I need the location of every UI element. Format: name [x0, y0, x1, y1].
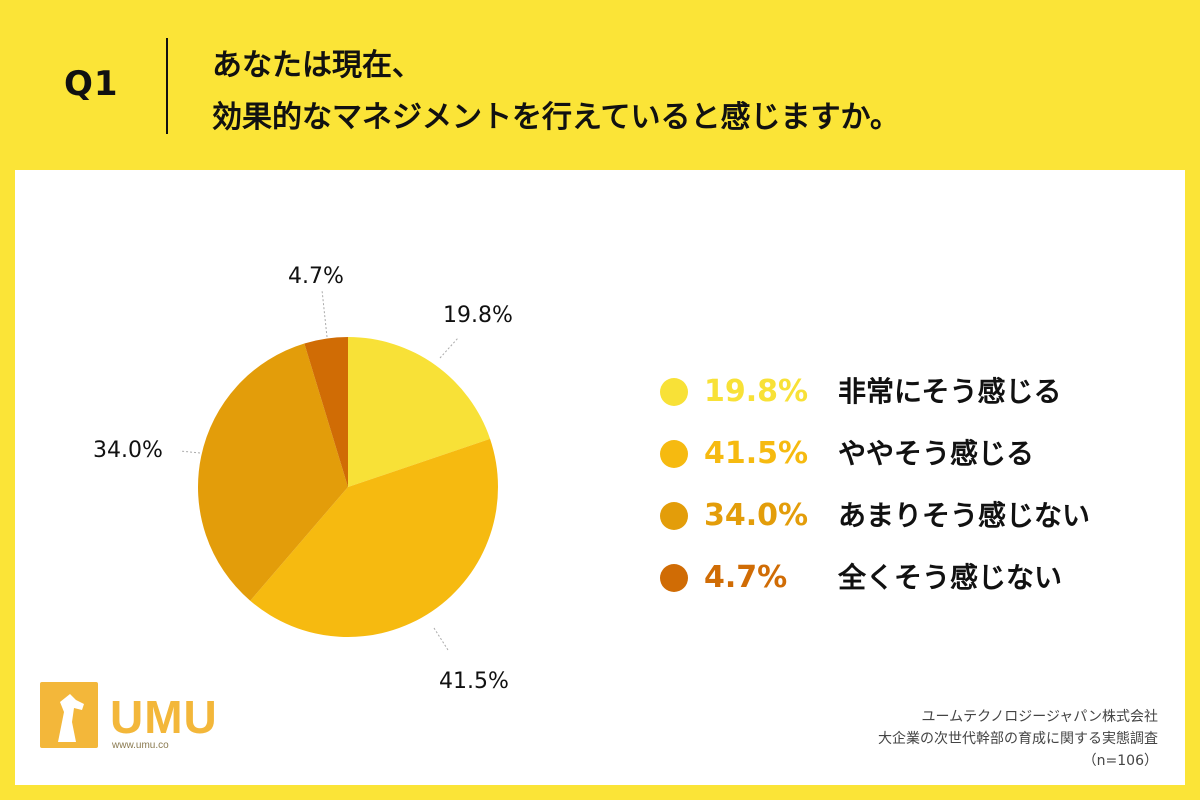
source-company: ユームテクノロジージャパン株式会社: [921, 709, 1158, 725]
legend-swatch-1: [660, 440, 688, 468]
logo-text: UMU: [110, 691, 218, 743]
source-note: ユームテクノロジージャパン株式会社 大企業の次世代幹部の育成に関する実態調査 （…: [878, 706, 1158, 772]
logo-badge: [40, 682, 98, 748]
pie-data-label-0: 19.8%: [443, 303, 513, 328]
legend-label-3: 全くそう感じない: [838, 561, 1063, 594]
leader-line-1: [433, 627, 449, 651]
legend-label-1: ややそう感じる: [838, 437, 1035, 470]
legend-pct-0: 19.8%: [704, 374, 809, 409]
legend-item-3: 4.7% 全くそう感じない: [660, 558, 1140, 598]
legend-swatch-2: [660, 502, 688, 530]
logo-url: www.umu.co: [112, 740, 169, 751]
pie-slice-1: [250, 438, 498, 638]
question-number: Q1: [64, 64, 119, 104]
source-sample: （n=106）: [1082, 753, 1158, 769]
pie-data-label-2: 34.0%: [93, 438, 163, 463]
legend-item-0: 19.8% 非常にそう感じる: [660, 372, 1140, 412]
leader-line-0: [439, 337, 459, 359]
source-survey: 大企業の次世代幹部の育成に関する実態調査: [878, 731, 1158, 747]
legend-swatch-0: [660, 378, 688, 406]
legend-pct-2: 34.0%: [704, 498, 809, 533]
horse-head-icon: [58, 694, 84, 742]
pie-slice-0: [348, 337, 491, 487]
pie-data-label-3: 4.7%: [288, 264, 344, 289]
leader-line-3: [321, 289, 328, 338]
umu-logo: UMU www.umu.co: [40, 682, 240, 762]
header: Q1 あなたは現在、 効果的なマネジメントを行えていると感じますか。: [0, 0, 1200, 170]
legend-item-2: 34.0% あまりそう感じない: [660, 496, 1140, 536]
pie-slice-2: [198, 343, 348, 601]
legend-item-1: 41.5% ややそう感じる: [660, 434, 1140, 474]
question-line-2: 効果的なマネジメントを行えていると感じますか。: [212, 100, 900, 135]
pie-slice-3: [304, 337, 348, 487]
legend-swatch-3: [660, 564, 688, 592]
header-divider: [166, 38, 168, 134]
legend-pct-1: 41.5%: [704, 436, 809, 471]
leader-line-2: [179, 450, 201, 454]
legend-label-0: 非常にそう感じる: [838, 375, 1062, 408]
question-line-1: あなたは現在、: [212, 48, 422, 83]
question-text: あなたは現在、 効果的なマネジメントを行えていると感じますか。: [212, 40, 900, 144]
legend-label-2: あまりそう感じない: [838, 499, 1091, 532]
legend-pct-3: 4.7%: [704, 560, 788, 595]
pie-data-label-1: 41.5%: [439, 669, 509, 694]
